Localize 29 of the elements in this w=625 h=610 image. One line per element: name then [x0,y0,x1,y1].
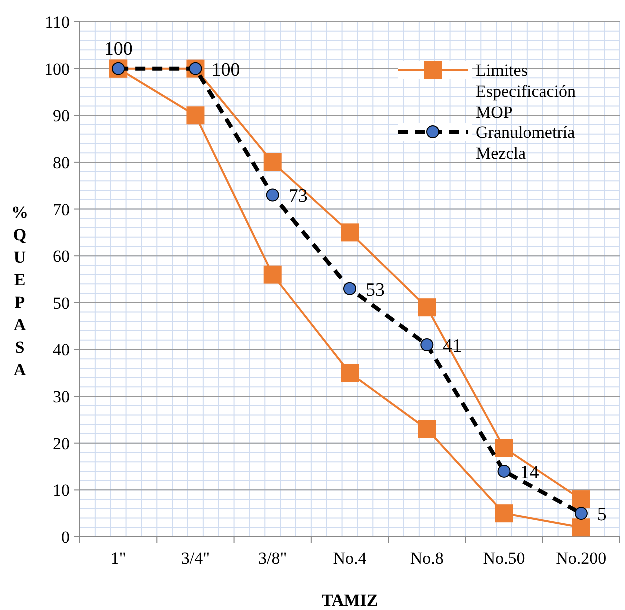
y-tick-label: 10 [53,481,70,500]
y-tick-label: 50 [53,294,70,313]
y-tick-label: 90 [53,106,70,126]
y-tick-label: 30 [53,388,70,407]
x-tick-label: No.8 [410,549,444,568]
y-tick-label: 70 [53,200,70,220]
legend-label: Granulometría Mezcla [476,123,576,163]
legend-label: Limites Especificación MOP [476,61,577,122]
y-tick-label: 60 [53,247,70,266]
x-tick-label: 1" [110,549,126,568]
y-tick-label: 110 [45,13,70,32]
x-tick-label: 3/8" [258,549,288,568]
y-tick-label: 80 [53,153,70,172]
data-label: 100 [104,38,133,60]
y-axis-title: % QUE PASA [12,203,28,380]
data-label: 5 [597,504,607,526]
data-label: 53 [366,280,385,301]
x-tick-label: No.50 [483,549,526,568]
data-label: 14 [520,462,540,484]
y-tick-label: 100 [44,60,70,79]
data-label: 100 [212,60,240,81]
x-tick-label: 3/4" [181,549,210,568]
x-axis-title: TAMIZ [322,591,378,610]
y-tick-label: 0 [62,528,70,547]
data-label: 73 [288,186,308,208]
x-tick-label: No.200 [556,549,607,568]
y-tick-label: 40 [53,340,70,360]
y-tick-label: 20 [53,434,70,454]
x-tick-label: No.4 [333,549,368,568]
